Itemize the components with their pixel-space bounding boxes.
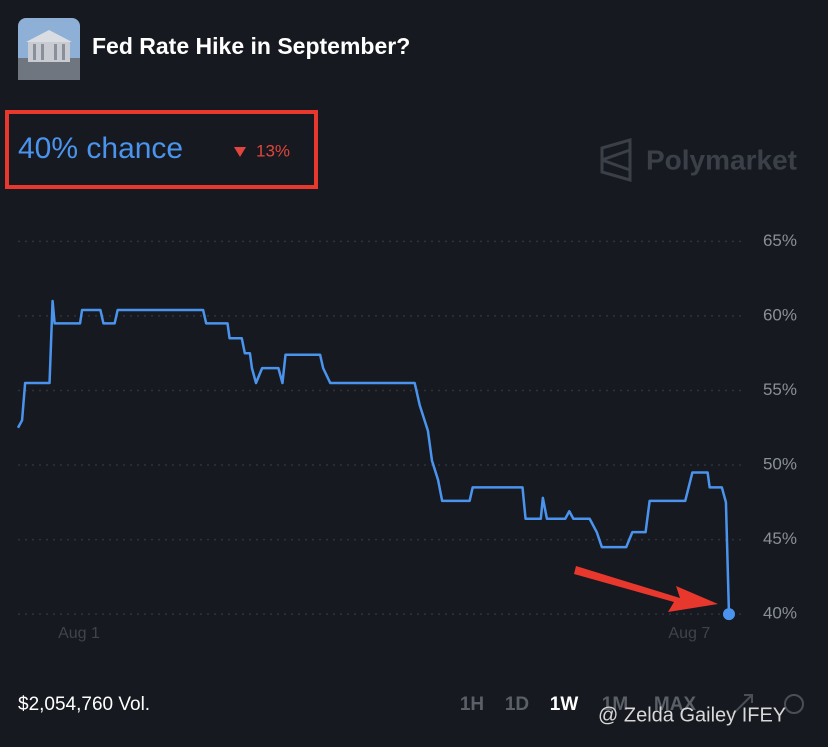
change-label: 13%: [256, 141, 290, 160]
range-button[interactable]: 1H: [460, 694, 484, 715]
y-tick-label: 50%: [763, 455, 797, 474]
annotation-arrow: [574, 566, 718, 612]
market-title: Fed Rate Hike in September?: [92, 33, 410, 59]
price-line: [16, 299, 731, 615]
plot: 40% 45% 50% 55% 60% 65% Aug 1 Aug 7: [16, 231, 797, 642]
end-dot: [722, 608, 735, 621]
y-tick-label: 45%: [763, 529, 797, 548]
x-tick-label: Aug 1: [58, 625, 100, 642]
chance-label: 40% chance: [18, 132, 183, 165]
brand-name: Polymarket: [646, 144, 797, 175]
toolbar-icons: [732, 694, 804, 715]
range-button[interactable]: 1D: [505, 694, 529, 715]
y-tick-label: 65%: [763, 231, 797, 250]
watermark: @ Zelda Gailey IFEY: [598, 704, 786, 726]
x-tick-label: Aug 7: [668, 625, 710, 642]
market-icon: [18, 18, 80, 80]
down-icon: [234, 147, 246, 157]
volume-label: $2,054,760 Vol.: [18, 694, 150, 715]
range-button[interactable]: 1W: [550, 694, 579, 715]
range-button[interactable]: 1M: [602, 694, 628, 715]
range-button[interactable]: MAX: [654, 694, 697, 715]
range-buttons: 1H 1D 1W 1M MAX: [460, 694, 697, 715]
brand-logo: [600, 138, 632, 182]
y-tick-label: 40%: [763, 604, 797, 623]
y-tick-label: 55%: [763, 380, 797, 399]
y-tick-label: 60%: [763, 305, 797, 324]
highlight-box: [5, 110, 318, 189]
